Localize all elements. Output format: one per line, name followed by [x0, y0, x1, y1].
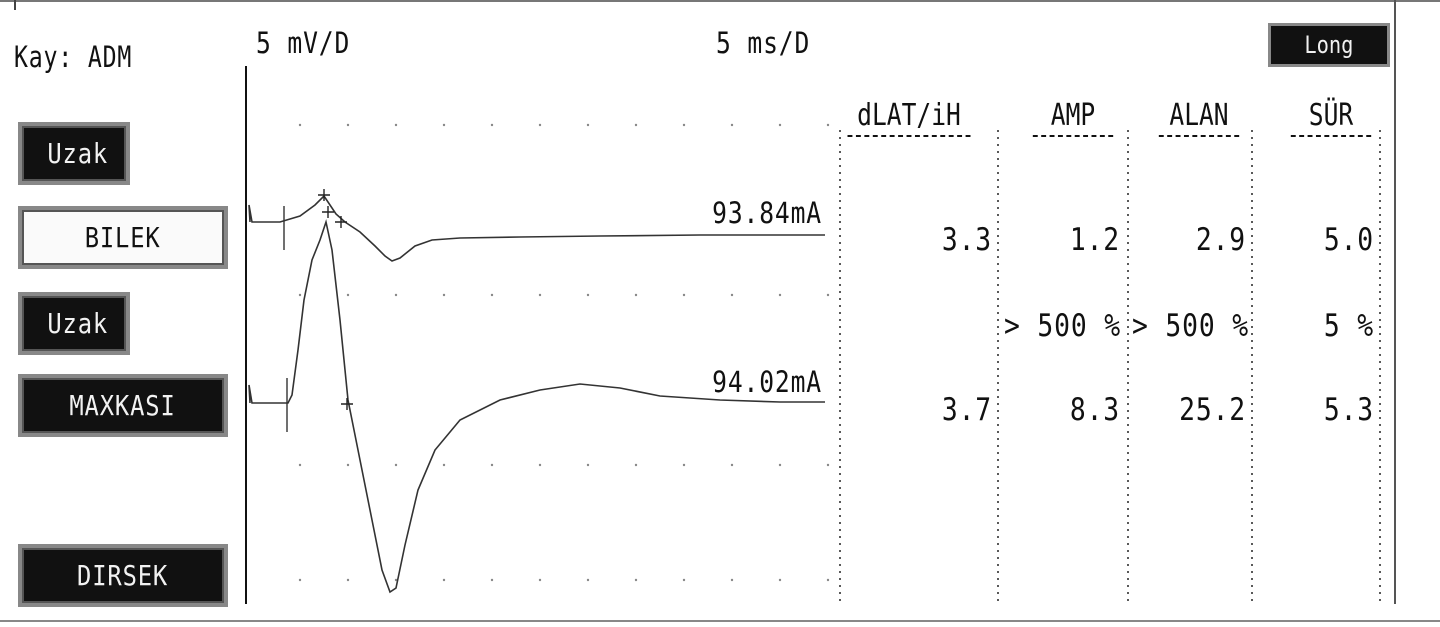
- grid-dot: [538, 293, 542, 297]
- trace-2-stimulus: 94.02mA: [712, 365, 822, 399]
- row2-alan: 25.2: [1179, 392, 1246, 428]
- frame-right-border: [1394, 0, 1396, 604]
- frame-corner-tick: [14, 0, 16, 10]
- grid-dot: [538, 463, 542, 467]
- grid-dot: [586, 578, 590, 582]
- grid-dot: [538, 578, 542, 582]
- grid-dot: [778, 578, 782, 582]
- grid-dot: [394, 578, 398, 582]
- grid-dot: [586, 293, 590, 297]
- grid-dot: [586, 123, 590, 127]
- grid-dot: [490, 293, 494, 297]
- grid-dot: [490, 123, 494, 127]
- dirsek-site-label: DIRSEK: [77, 559, 169, 592]
- grid-dot: [298, 578, 302, 582]
- grid-dot: [634, 293, 638, 297]
- grid-dot: [730, 578, 734, 582]
- grid-dot: [634, 123, 638, 127]
- grid-dot: [442, 293, 446, 297]
- diff-alan: > 500 %: [1132, 308, 1250, 344]
- grid-dot: [538, 123, 542, 127]
- grid-dot: [346, 123, 350, 127]
- grid-dots: [298, 123, 830, 582]
- bilek-site-button[interactable]: BILEK: [18, 206, 228, 269]
- row1-sur: 5.0: [1323, 222, 1374, 258]
- row1-dlat: 3.3: [941, 222, 992, 258]
- frame-bottom-border: [0, 620, 1440, 622]
- diff-amp: > 500 %: [1004, 308, 1122, 344]
- row1-amp: 1.2: [1069, 222, 1120, 258]
- trace-1-peak-cursor: [318, 189, 330, 201]
- row1-alan: 2.9: [1195, 222, 1246, 258]
- uzak-button-2[interactable]: Uzak: [18, 292, 130, 355]
- grid-dot: [778, 463, 782, 467]
- trace-1-stimulus: 93.84mA: [712, 196, 822, 230]
- grid-dot: [442, 578, 446, 582]
- grid-dot: [778, 123, 782, 127]
- grid-dot: [826, 578, 830, 582]
- grid-dot: [490, 463, 494, 467]
- grid-dot: [778, 293, 782, 297]
- frame-top-border: [0, 0, 1440, 2]
- grid-dot: [394, 293, 398, 297]
- header-dlat: dLAT/iH: [847, 98, 971, 137]
- grid-dot: [634, 578, 638, 582]
- long-mode-button[interactable]: Long: [1268, 23, 1390, 67]
- grid-dot: [346, 293, 350, 297]
- dirsek-site-button[interactable]: DIRSEK: [18, 544, 228, 607]
- row2-amp: 8.3: [1069, 392, 1120, 428]
- uzak-button-1-label: Uzak: [47, 137, 109, 170]
- maxkasi-site-button[interactable]: MAXKASI: [18, 374, 228, 437]
- uzak-button-1[interactable]: Uzak: [18, 122, 130, 185]
- grid-dot: [298, 123, 302, 127]
- grid-dot: [442, 123, 446, 127]
- grid-dot: [682, 293, 686, 297]
- trace-2-cursor: [341, 398, 353, 410]
- long-mode-button-label: Long: [1304, 31, 1354, 59]
- grid-dot: [634, 463, 638, 467]
- header-alan: ALAN: [1158, 98, 1240, 137]
- grid-dot: [298, 293, 302, 297]
- row2-sur: 5.3: [1323, 392, 1374, 428]
- diff-sur: 5 %: [1323, 308, 1374, 344]
- grid-dot: [682, 123, 686, 127]
- grid-dot: [346, 463, 350, 467]
- maxkasi-site-label: MAXKASI: [69, 389, 177, 422]
- uzak-button-2-label: Uzak: [47, 307, 109, 340]
- trace-1-cursor-3: [335, 216, 347, 228]
- grid-dot: [730, 463, 734, 467]
- grid-dot: [442, 463, 446, 467]
- header-amp: AMP: [1032, 98, 1114, 137]
- grid-dot: [730, 123, 734, 127]
- grid-dot: [682, 578, 686, 582]
- grid-dot: [586, 463, 590, 467]
- grid-dot: [394, 463, 398, 467]
- grid-dot: [298, 463, 302, 467]
- bilek-site-label: BILEK: [85, 221, 161, 254]
- trace-1-waveform: [248, 194, 825, 262]
- grid-dot: [826, 123, 830, 127]
- grid-dot: [682, 463, 686, 467]
- grid-dot: [490, 578, 494, 582]
- trace-2-waveform: [248, 218, 825, 594]
- grid-dot: [394, 123, 398, 127]
- channel-label: Kay: ADM: [14, 40, 133, 74]
- sensitivity-label: 5 mV/D: [256, 26, 351, 60]
- grid-dot: [826, 463, 830, 467]
- row2-dlat: 3.7: [941, 392, 992, 428]
- grid-dot: [346, 578, 350, 582]
- header-sur: SÜR: [1290, 98, 1372, 137]
- grid-dot: [730, 293, 734, 297]
- grid-dot: [826, 293, 830, 297]
- sweep-label: 5 ms/D: [716, 26, 811, 60]
- trace-1-cursor-2: [322, 206, 334, 218]
